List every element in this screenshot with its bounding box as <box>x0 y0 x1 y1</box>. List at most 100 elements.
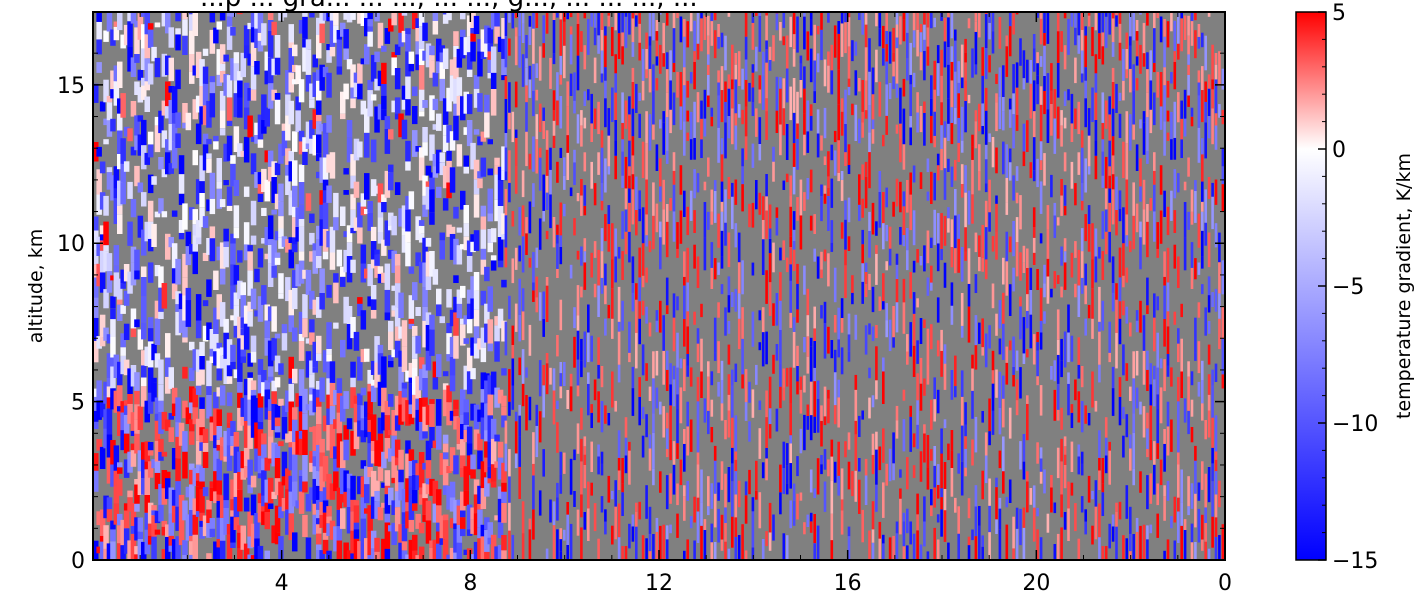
heatmap-cell <box>1214 64 1218 80</box>
heatmap-cell <box>741 166 744 185</box>
heatmap-cell <box>127 368 133 394</box>
heatmap-cell <box>137 517 144 532</box>
heatmap-cell <box>336 249 343 267</box>
heatmap-cell <box>432 154 439 167</box>
heatmap-cell <box>954 355 957 386</box>
heatmap-cell <box>995 147 998 174</box>
heatmap-cell <box>1012 175 1015 201</box>
heatmap-cell <box>851 471 854 497</box>
heatmap-cell <box>415 146 421 152</box>
heatmap-cell <box>1173 61 1177 90</box>
heatmap-cell <box>875 12 878 27</box>
heatmap-cell <box>573 218 576 236</box>
heatmap-cell <box>106 457 113 484</box>
heatmap-cell <box>919 172 923 189</box>
heatmap-cell <box>895 24 899 38</box>
heatmap-cell <box>864 161 868 177</box>
heatmap-cell <box>418 357 425 369</box>
heatmap-cell <box>178 193 185 205</box>
heatmap-cell <box>189 12 195 15</box>
heatmap-cell <box>899 469 902 478</box>
heatmap-cell <box>542 174 545 211</box>
heatmap-cell <box>487 415 493 442</box>
heatmap-cell <box>710 21 714 46</box>
heatmap-cell <box>672 184 676 212</box>
heatmap-cell <box>861 12 864 35</box>
heatmap-cell <box>333 390 339 405</box>
heatmap-cell <box>998 407 1002 435</box>
heatmap-cell <box>1026 403 1029 441</box>
heatmap-cell <box>713 460 717 494</box>
heatmap-cell <box>535 425 539 458</box>
heatmap-cell <box>1060 407 1063 430</box>
heatmap-cell <box>305 193 312 211</box>
heatmap-cell <box>350 227 356 234</box>
heatmap-cell <box>679 387 683 424</box>
heatmap-cell <box>240 525 246 550</box>
heatmap-cell <box>206 509 212 523</box>
heatmap-cell <box>93 230 99 250</box>
heatmap-cell <box>792 332 796 368</box>
heatmap-cell <box>309 462 315 472</box>
heatmap-cell <box>192 235 198 252</box>
heatmap-cell <box>641 141 645 179</box>
heatmap-cell <box>165 376 171 394</box>
heatmap-cell <box>720 380 724 404</box>
heatmap-cell <box>442 198 449 211</box>
heatmap-cell <box>521 533 525 560</box>
heatmap-cell <box>243 136 250 163</box>
heatmap-cell <box>175 422 181 437</box>
heatmap-cell <box>1077 152 1081 175</box>
heatmap-cell <box>864 475 868 505</box>
heatmap-cell <box>384 263 391 290</box>
heatmap-cell <box>734 113 738 126</box>
heatmap-cell <box>995 369 998 398</box>
heatmap-cell <box>134 517 140 541</box>
heatmap-cell <box>480 372 487 390</box>
heatmap-cell <box>333 25 339 43</box>
heatmap-cell <box>1091 288 1094 319</box>
heatmap-cell <box>1032 207 1036 227</box>
heatmap-cell <box>1098 12 1101 34</box>
heatmap-cell <box>333 273 339 283</box>
heatmap-cell <box>906 334 909 352</box>
heatmap-cell <box>364 508 370 514</box>
heatmap-cell <box>189 402 195 414</box>
heatmap-cell <box>103 30 109 42</box>
heatmap-cell <box>1036 84 1039 105</box>
heatmap-cell <box>844 123 847 153</box>
heatmap-cell <box>566 135 569 153</box>
heatmap-cell <box>264 479 270 503</box>
heatmap-cell <box>906 457 909 490</box>
heatmap-cell <box>950 107 954 123</box>
heatmap-cell <box>1043 45 1046 76</box>
heatmap-cell <box>384 401 391 416</box>
heatmap-cell <box>604 214 607 242</box>
heatmap-cell <box>412 460 418 475</box>
heatmap-cell <box>1201 211 1204 231</box>
heatmap-cell <box>1022 151 1026 167</box>
heatmap-cell <box>686 247 689 283</box>
heatmap-cell <box>847 313 851 335</box>
heatmap-cell <box>727 410 731 438</box>
heatmap-cell <box>1218 104 1221 118</box>
heatmap-cell <box>816 398 820 433</box>
heatmap-cell <box>727 12 731 17</box>
heatmap-cell <box>926 27 930 47</box>
heatmap-cell <box>137 13 144 40</box>
heatmap-cell <box>117 205 123 215</box>
heatmap-cell <box>1015 166 1019 181</box>
heatmap-cell <box>123 161 130 172</box>
heatmap-cell <box>1043 33 1046 46</box>
heatmap-cell <box>641 243 645 276</box>
heatmap-cell <box>761 239 765 275</box>
heatmap-cell <box>988 478 991 506</box>
heatmap-cell <box>1019 306 1022 340</box>
heatmap-cell <box>302 514 308 537</box>
heatmap-cell <box>216 458 222 481</box>
heatmap-cell <box>473 479 480 495</box>
heatmap-cell <box>401 512 408 525</box>
heatmap-cell <box>408 377 415 384</box>
heatmap-cell <box>950 468 954 497</box>
heatmap-cell <box>933 465 936 488</box>
